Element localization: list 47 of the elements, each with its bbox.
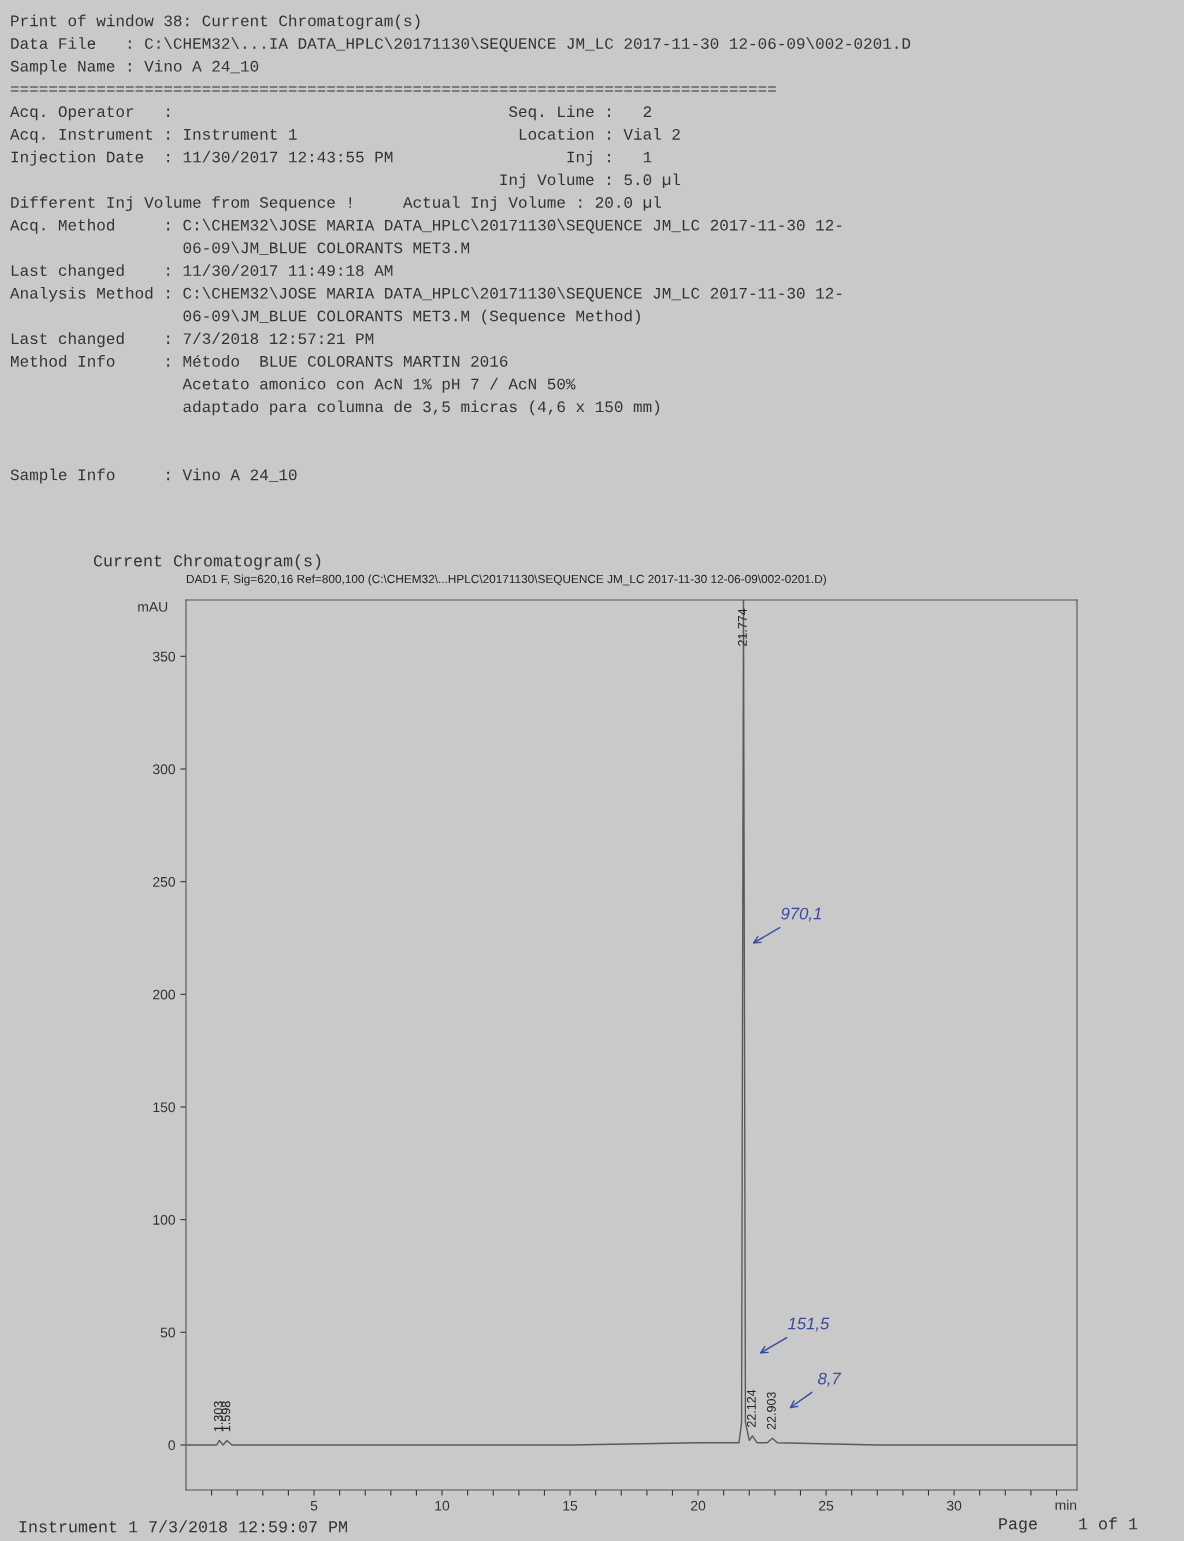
annotation: 21.774 <box>737 608 747 646</box>
text: Inj Volume : 5.0 µl <box>500 173 681 189</box>
text: Method Info : Método BLUE COLORANTS MARTIN 2016 <box>11 355 508 367</box>
y-axis-title: mAU <box>138 602 168 612</box>
text: Different Inj Volume from Sequence ! Actual Inj Volume : 20.0 µl <box>11 196 661 212</box>
text: Data File : C:\CHEM32\...IA DATA_HPLC\20171130\SEQUENCE JM_LC 2017-11-30 12-06-09\002-0201.D <box>11 37 911 52</box>
annotation: 1.303 <box>213 1401 223 1432</box>
text: Sample Name : Vino A 24_10 <box>10 59 259 75</box>
text: ================================================================================ <box>10 86 776 92</box>
text: 06-09\JM_BLUE COLORANTS MET3.M (Sequence Method) <box>183 309 640 325</box>
text: Acq. Instrument : Instrument 1 Location : Vial 2 <box>10 128 680 143</box>
x-tick-label: 25 <box>819 1500 834 1511</box>
y-tick-label: 100 <box>153 1214 176 1225</box>
x-tick-label: 15 <box>563 1500 578 1511</box>
text: Last changed : 7/3/2018 12:57:21 PM <box>11 332 374 348</box>
x-tick-label: 20 <box>691 1500 706 1511</box>
text: adaptado para columna de 3,5 micras (4,6 x 150 mm) <box>183 400 660 416</box>
annotation: 22.124 <box>746 1389 756 1427</box>
text: Acq. Method : C:\CHEM32\JOSE MARIA DATA_HPLC\20171130\SEQUENCE JM_LC 2017-11-30 12- <box>10 218 842 234</box>
annotation: 22.903 <box>766 1392 776 1430</box>
y-tick-label: 200 <box>153 989 176 1000</box>
y-tick-label: 150 <box>153 1102 176 1113</box>
text: Last changed : 11/30/2017 11:49:18 AM <box>11 264 393 280</box>
text: Injection Date : 11/30/2017 12:43:55 PM Inj : 1 <box>11 150 652 166</box>
annotation: 8,7 <box>818 1372 842 1387</box>
annotation: 151,5 <box>787 1317 830 1332</box>
text: Acetato amonico con AcN 1% pH 7 / AcN 50% <box>182 377 576 393</box>
y-tick-label: 0 <box>168 1440 176 1451</box>
x-axis-title: min <box>1055 1499 1077 1510</box>
chart-subtitle: DAD1 F, Sig=620,16 Ref=800,100 (C:\CHEM32\...HPLC\20171130\SEQUENCE JM_LC 2017-11-30 12-06-09\002-0201.D) <box>186 574 826 586</box>
text: Instrument 1 7/3/2018 12:59:07 PM <box>19 1520 347 1533</box>
text: Acq. Operator : Seq. Line : 2 <box>10 105 652 121</box>
annotation: 970,1 <box>781 907 821 922</box>
annotation: 1.598 <box>221 1401 231 1432</box>
x-tick-label: 30 <box>946 1500 962 1511</box>
text: Print of window 38: Current Chromatogram(s) <box>11 14 420 30</box>
text: 06-09\JM_BLUE COLORANTS MET3.M <box>183 241 470 255</box>
y-tick-label: 300 <box>152 764 176 775</box>
y-tick-label: 250 <box>153 876 176 887</box>
text: Sample Info : Vino A 24_10 <box>10 468 297 484</box>
chart-title: Current Chromatogram(s) <box>93 554 321 570</box>
x-tick-label: 10 <box>435 1500 450 1511</box>
x-tick-label: 5 <box>310 1500 318 1511</box>
y-tick-label: 350 <box>152 651 176 662</box>
text: Analysis Method : C:\CHEM32\JOSE MARIA DATA_HPLC\20171130\SEQUENCE JM_LC 2017-11-30 12- <box>10 286 842 302</box>
y-tick-label: 50 <box>160 1327 176 1338</box>
text: Page 1 of 1 <box>999 1517 1138 1533</box>
